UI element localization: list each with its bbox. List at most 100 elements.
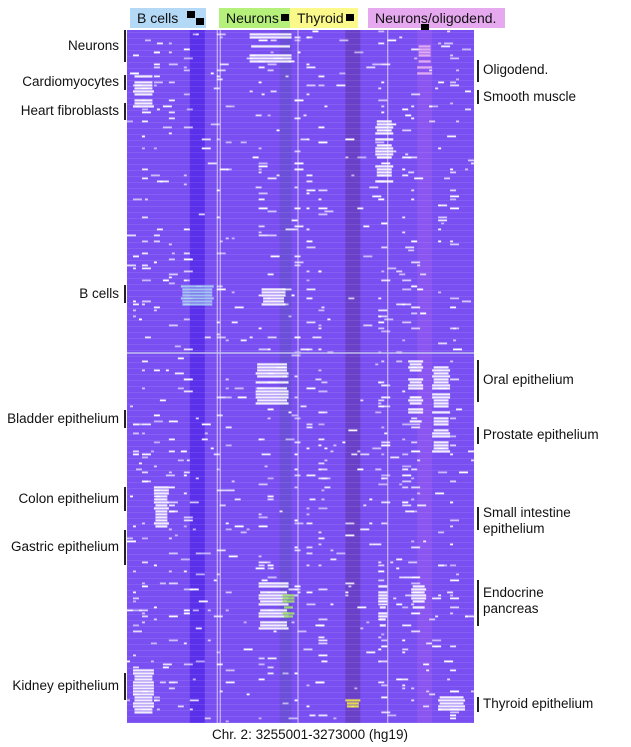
row-separator (127, 620, 474, 621)
unmethylated-site (216, 321, 220, 324)
unmethylated-site (291, 621, 295, 624)
unmethylated-site (267, 114, 271, 117)
unmethylated-site (378, 660, 388, 663)
unmethylated-site (141, 300, 151, 303)
unmethylated-site (375, 363, 379, 366)
unmethylated-site (225, 168, 229, 171)
row-separator (127, 182, 474, 183)
unmethylated-site (168, 99, 175, 102)
unmethylated-site (294, 261, 304, 264)
unmethylated-site (189, 708, 193, 711)
unmethylated-site (246, 693, 250, 696)
block-endocrine-pancreas (411, 588, 427, 591)
block-endocrine-pancreas (378, 597, 388, 600)
unmethylated-site (318, 636, 325, 639)
row-separator (127, 368, 474, 369)
block-oral-epithelium (408, 366, 424, 369)
unmethylated-site (141, 582, 145, 585)
row-separator (127, 164, 474, 165)
unmethylated-site (132, 570, 136, 573)
unmethylated-site (168, 282, 175, 285)
row-separator (127, 704, 474, 705)
row-separator (127, 104, 474, 105)
row-separator (127, 392, 474, 393)
unmethylated-site (165, 474, 175, 477)
row-separator (127, 56, 474, 57)
unmethylated-site (300, 138, 307, 141)
unmethylated-site (411, 261, 421, 264)
unmethylated-site (384, 318, 394, 321)
block-endocrine-pancreas (258, 594, 289, 597)
unmethylated-site (243, 648, 253, 651)
unmethylated-site (225, 681, 235, 684)
block-neurons (249, 33, 292, 36)
unmethylated-site (378, 315, 382, 318)
block-b-cells (180, 285, 214, 288)
block-endocrine-pancreas (379, 618, 386, 621)
unmethylated-site (267, 336, 277, 339)
row-separator (127, 386, 474, 387)
unmethylated-site (258, 225, 265, 228)
block-b-cells (261, 288, 286, 291)
unmethylated-site (375, 141, 385, 144)
unmethylated-site (432, 597, 442, 600)
unmethylated-site (183, 663, 193, 666)
row-separator (127, 584, 474, 585)
unmethylated-site (141, 147, 145, 150)
unmethylated-site (132, 255, 139, 258)
unmethylated-site (402, 501, 409, 504)
unmethylated-site (393, 150, 397, 153)
unmethylated-site (387, 267, 397, 270)
unmethylated-site (150, 642, 157, 645)
block-oral-epithelium (257, 399, 288, 402)
block-thyroid-epithelium (346, 705, 359, 708)
unmethylated-site (450, 54, 454, 57)
unmethylated-site (348, 297, 355, 300)
row-separator (127, 158, 474, 159)
unmethylated-site (387, 39, 397, 42)
block-colon-epithelium (155, 519, 168, 522)
unmethylated-site (372, 543, 382, 546)
unmethylated-site (153, 66, 160, 69)
unmethylated-site (408, 156, 418, 159)
unmethylated-site (372, 195, 382, 198)
unmethylated-site (267, 672, 274, 675)
unmethylated-site (258, 168, 262, 171)
unmethylated-site (153, 618, 157, 621)
unmethylated-site (240, 339, 247, 342)
unmethylated-site (288, 315, 292, 318)
unmethylated-site (366, 66, 376, 69)
unmethylated-site (258, 663, 265, 666)
row-separator (127, 44, 474, 45)
unmethylated-site (450, 612, 454, 615)
unmethylated-site (318, 654, 328, 657)
unmethylated-site (411, 306, 421, 309)
unmethylated-site (306, 84, 316, 87)
unmethylated-site (225, 528, 232, 531)
unmethylated-site (195, 627, 202, 630)
unmethylated-site (156, 180, 163, 183)
unmethylated-site (450, 195, 460, 198)
unmethylated-site (411, 441, 418, 444)
block-endocrine-pancreas (378, 585, 388, 588)
unmethylated-site (378, 42, 385, 45)
unmethylated-site (183, 516, 193, 519)
unmethylated-site (447, 30, 451, 33)
block-cardiomyocytes (134, 102, 153, 105)
unmethylated-site (132, 198, 142, 201)
unmethylated-site (249, 336, 253, 339)
unmethylated-site (294, 36, 301, 39)
unmethylated-site (333, 444, 337, 447)
site-column (216, 30, 218, 723)
unmethylated-site (294, 522, 304, 525)
row-separator (127, 92, 474, 93)
unmethylated-site (132, 315, 136, 318)
bracket (124, 75, 126, 90)
unmethylated-site (381, 63, 391, 66)
unmethylated-site (420, 312, 427, 315)
row-separator (127, 98, 474, 99)
row-separator (127, 242, 474, 243)
block-oligodend- (417, 66, 433, 69)
unmethylated-site (132, 54, 139, 57)
row-separator (127, 200, 474, 201)
